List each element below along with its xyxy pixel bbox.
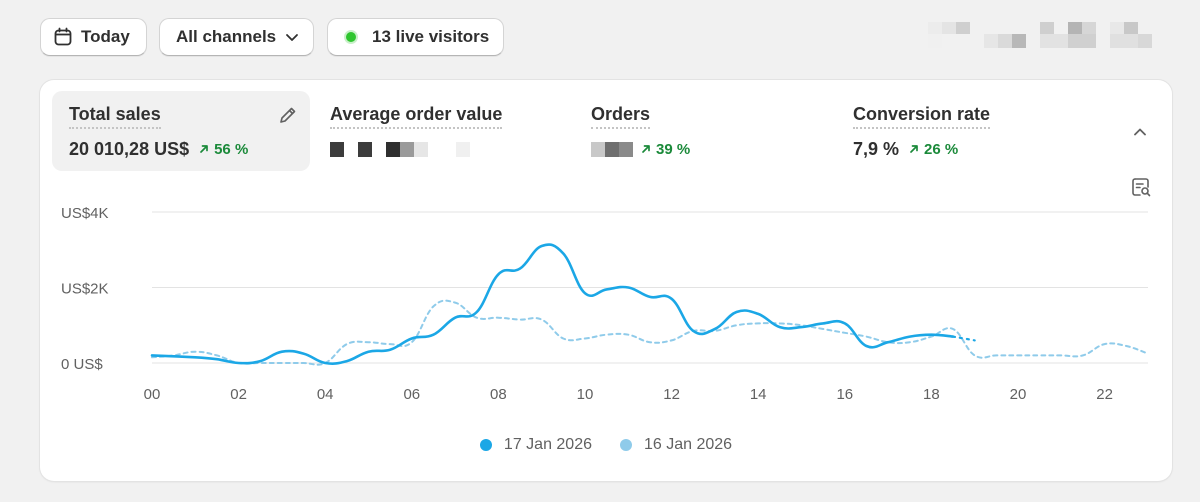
series-line-current [150,243,955,365]
metric-value: 7,9 % [853,138,900,159]
x-tick-label: 22 [1096,386,1113,403]
metric-label: Average order value [330,103,503,129]
redacted-store-name [928,16,1169,52]
x-tick-label: 06 [403,386,420,403]
legend-item-comparison[interactable]: 16 Jan 2026 [620,436,732,454]
x-tick-label: 14 [750,386,767,403]
trend-value: 39 % [656,140,691,158]
x-tick-label: 16 [836,386,853,403]
arrow-up-right-icon [642,145,650,153]
x-tick-label: 08 [490,386,507,403]
redacted-value [591,140,635,158]
metric-conversion-rate[interactable]: Conversion rate 7,9 % 26 % [836,91,1086,171]
chevron-up-icon[interactable] [1130,122,1150,142]
chart-legend: 17 Jan 2026 16 Jan 2026 [40,436,1172,454]
legend-label-current: 17 Jan 2026 [503,436,592,453]
metric-total-sales[interactable]: Total sales 20 010,28 US$ 56 % [52,91,310,171]
live-visitors-button[interactable]: 13 live visitors [327,18,504,56]
y-tick-label: US$2K [61,281,109,298]
x-tick-label: 00 [144,386,161,403]
metric-label: Total sales [69,103,161,129]
x-tick-label: 18 [923,386,940,403]
date-range-button[interactable]: Today [40,18,147,56]
redacted-value [330,138,546,160]
date-range-label: Today [81,27,130,46]
series-line-comparison [151,299,1149,366]
legend-dot-comparison [620,439,632,451]
x-tick-label: 10 [577,386,594,403]
x-tick-label: 04 [317,386,334,403]
metric-label: Conversion rate [853,103,991,129]
trend-badge: 56 % [199,141,248,158]
sales-line-chart: US$4K US$2K 0 US$ 00 02 04 06 08 10 12 14 16 18 20 22 [61,205,1149,403]
x-tick-label: 20 [1010,386,1027,403]
view-report-icon[interactable] [1130,176,1152,198]
edit-pencil-icon[interactable] [278,105,298,125]
arrow-up-right-icon [200,145,208,153]
legend-dot-current [479,439,492,451]
x-tick-label: 02 [230,386,247,403]
metric-average-order-value[interactable]: Average order value [313,91,563,171]
channels-label: All channels [176,27,277,46]
channels-dropdown[interactable]: All channels [159,18,314,56]
series-line-projected [951,335,976,342]
analytics-card: Total sales 20 010,28 US$ 56 % Average o… [40,80,1172,481]
legend-item-current[interactable]: 17 Jan 2026 [479,436,592,454]
metric-value: 20 010,28 US$ [69,138,190,159]
trend-badge: 26 % [909,141,958,158]
trend-value: 26 % [924,140,959,158]
y-tick-label: 0 US$ [61,356,103,373]
metric-label: Orders [591,103,651,129]
legend-label-comparison: 16 Jan 2026 [644,436,733,453]
arrow-up-right-icon [910,145,918,153]
calendar-icon [54,27,72,46]
live-indicator-icon [344,30,358,44]
trend-value: 56 % [214,140,249,158]
x-tick-label: 12 [663,386,680,403]
trend-badge: 39 % [641,141,690,158]
metric-orders[interactable]: Orders 39 % [574,91,824,171]
y-tick-label: US$4K [61,205,109,222]
chevron-down-icon [286,34,299,41]
live-visitors-label: 13 live visitors [372,27,490,46]
